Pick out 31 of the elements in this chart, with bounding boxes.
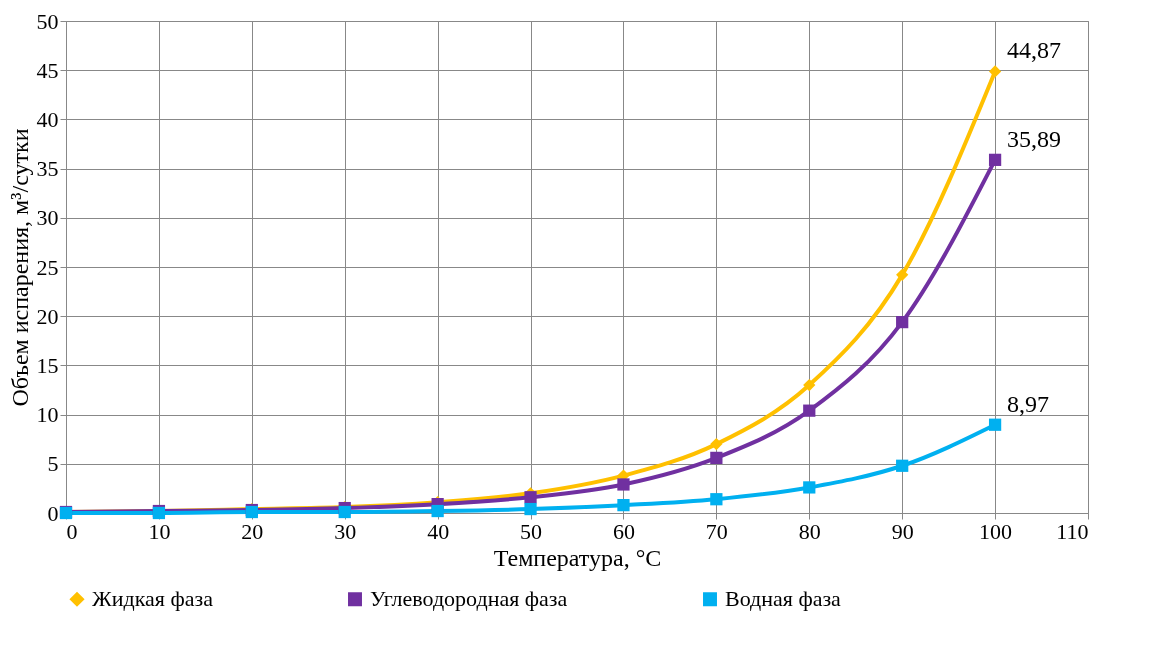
data-label: 8,97 [1007,390,1050,417]
x-tick-label: 90 [891,518,914,544]
x-tick-label: 100 [979,518,1013,544]
x-tick-label: 0 [66,518,78,544]
y-tick-label: 50 [36,8,59,34]
x-tick-label: 40 [427,518,450,544]
x-tick-label: 60 [612,518,635,544]
y-tick-label: 15 [36,352,59,378]
x-tick-label: 20 [241,518,264,544]
x-tick-label: 70 [705,518,728,544]
x-tick-label: 30 [334,518,357,544]
x-tick-label: 80 [798,518,821,544]
x-tick-label: 10 [148,518,171,544]
y-tick-label: 10 [36,402,59,428]
legend-label: Водная фаза [725,586,842,612]
x-axis-title: Температура, °С [493,544,662,571]
y-tick-label: 40 [36,106,59,132]
y-tick-label: 30 [36,205,59,231]
legend-label: Жидкая фаза [92,586,214,612]
y-tick-label: 0 [47,500,59,526]
y-axis-title: Объем испарения, м³/сутки [6,128,33,407]
y-tick-label: 20 [36,303,59,329]
legend-label: Углеводородная фаза [370,586,568,612]
y-tick-label: 45 [36,57,59,83]
x-tick-label: 110 [1056,518,1089,544]
y-tick-label: 5 [47,451,59,477]
y-tick-label: 35 [36,156,59,182]
y-tick-label: 25 [36,254,59,280]
data-label: 44,87 [1007,37,1062,64]
x-tick-label: 50 [520,518,543,544]
data-label: 35,89 [1007,125,1062,152]
